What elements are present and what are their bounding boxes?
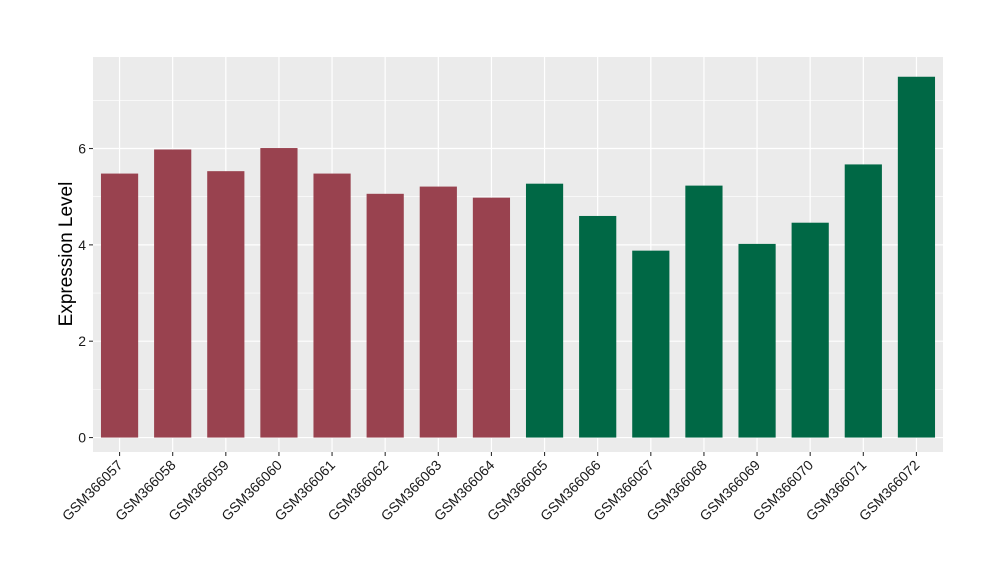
y-axis-title: Expression Level [56,182,77,327]
bar [313,173,351,438]
bar [260,148,298,438]
bar [525,183,564,438]
bar [632,250,670,438]
bar [366,193,404,438]
bar [154,149,192,438]
y-tick-label: 4 [78,237,86,253]
y-tick-label: 2 [78,333,86,349]
bar [791,222,829,438]
y-tick-label: 6 [78,141,86,157]
bar [100,173,139,438]
bar [207,171,245,438]
bars [100,76,936,438]
y-axis: 0 2 4 6 [78,141,93,446]
y-tick-label: 0 [78,430,86,446]
bar [844,164,882,438]
x-axis: GSM366057GSM366058GSM366059GSM366060GSM3… [59,452,923,524]
bar [419,186,457,438]
bar [738,243,776,438]
bar [897,76,936,438]
bar [685,185,723,438]
bar [472,197,511,438]
bar [579,215,617,438]
